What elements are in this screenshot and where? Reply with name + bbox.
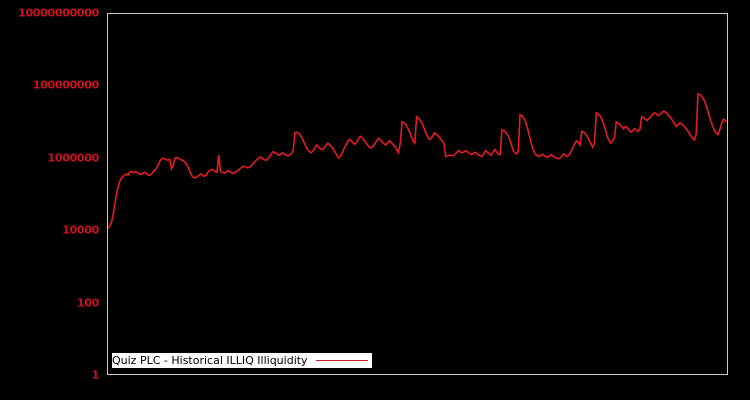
legend-label: Quiz PLC - Historical ILLIQ Illiquidity — [112, 354, 308, 367]
plot-area — [107, 13, 728, 375]
legend-line-sample-icon — [315, 360, 368, 361]
y-tick-label: 10000000000 — [18, 6, 99, 20]
y-tick-label: 100000000 — [32, 78, 99, 92]
y-tick-label: 1000000 — [47, 151, 100, 165]
legend: Quiz PLC - Historical ILLIQ Illiquidity — [112, 353, 372, 368]
y-tick-label: 100 — [76, 296, 99, 310]
y-tick-label: 10000 — [62, 223, 99, 237]
series-line-illiq — [108, 92, 727, 229]
series-polyline — [108, 92, 727, 229]
y-tick-label: 1 — [91, 368, 100, 382]
y-axis: 10000000000 100000000 1000000 10000 100 1 — [0, 0, 107, 400]
